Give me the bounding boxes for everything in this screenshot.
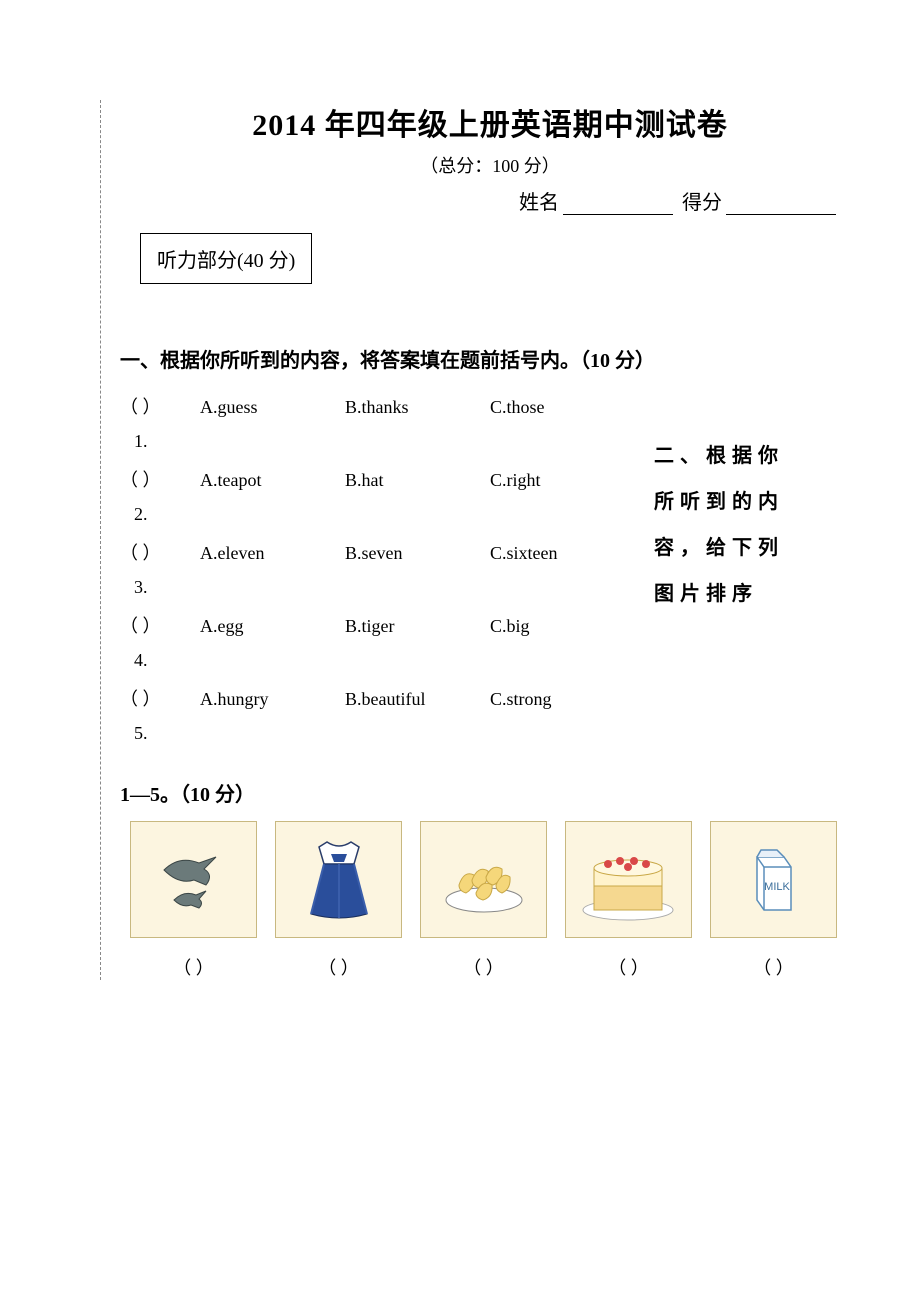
question-number: 5.	[134, 723, 640, 744]
answer-paren: （ ）	[565, 954, 692, 980]
score-label: 得分	[682, 192, 722, 214]
question-row: （ ） A.guess B.thanks C.those	[120, 393, 640, 419]
question-2-subheading: 1—5。（10 分）	[120, 778, 860, 807]
question-row: （ ） A.egg B.tiger C.big	[120, 612, 640, 638]
answer-paren: （ ）	[120, 612, 200, 638]
option-b: B.tiger	[345, 616, 490, 637]
question-table: （ ） A.guess B.thanks C.those 1. （ ） A.te…	[120, 393, 640, 758]
option-c: C.right	[490, 470, 635, 491]
page-title: 2014 年四年级上册英语期中测试卷	[120, 100, 860, 144]
option-b: B.thanks	[345, 397, 490, 418]
answer-paren: （ ）	[275, 954, 402, 980]
option-a: A.egg	[200, 616, 345, 637]
question-number: 1.	[134, 431, 640, 452]
name-label: 姓名	[519, 192, 559, 214]
answer-paren: （ ）	[710, 954, 837, 980]
dumplings-icon	[434, 835, 534, 925]
option-a: A.guess	[200, 397, 345, 418]
picture-box	[130, 821, 257, 938]
paren-row: （ ） （ ） （ ） （ ） （ ）	[130, 954, 860, 980]
question-number: 2.	[134, 504, 640, 525]
cake-icon	[576, 832, 681, 927]
score-blank	[726, 214, 836, 215]
option-a: A.hungry	[200, 689, 345, 710]
option-c: C.big	[490, 616, 635, 637]
question-1-heading: 一、根据你所听到的内容，将答案填在题前括号内。（10 分）	[120, 344, 860, 373]
option-b: B.hat	[345, 470, 490, 491]
bird-icon	[144, 835, 244, 925]
question-row: （ ） A.eleven B.seven C.sixteen	[120, 539, 640, 565]
picture-box	[420, 821, 547, 938]
question-2-side-text: 二、根据你所听到的内容，给下列图片排序	[654, 433, 794, 617]
answer-paren: （ ）	[130, 954, 257, 980]
question-row: （ ） A.hungry B.beautiful C.strong	[120, 685, 640, 711]
option-c: C.those	[490, 397, 635, 418]
picture-box	[275, 821, 402, 938]
answer-paren: （ ）	[120, 685, 200, 711]
answer-paren: （ ）	[120, 393, 200, 419]
picture-row: MILK	[130, 821, 860, 938]
option-b: B.seven	[345, 543, 490, 564]
answer-paren: （ ）	[420, 954, 547, 980]
page-subtitle: （总分：100 分）	[120, 152, 860, 178]
option-b: B.beautiful	[345, 689, 490, 710]
student-info-line: 姓名 得分	[120, 186, 860, 215]
answer-paren: （ ）	[120, 466, 200, 492]
name-blank	[563, 214, 673, 215]
answer-paren: （ ）	[120, 539, 200, 565]
listening-section-box: 听力部分(40 分)	[140, 233, 312, 284]
option-c: C.sixteen	[490, 543, 635, 564]
picture-box: MILK	[710, 821, 837, 938]
picture-box	[565, 821, 692, 938]
option-c: C.strong	[490, 689, 635, 710]
option-a: A.teapot	[200, 470, 345, 491]
svg-text:MILK: MILK	[764, 881, 790, 893]
question-number: 4.	[134, 650, 640, 671]
option-a: A.eleven	[200, 543, 345, 564]
milk-icon: MILK	[729, 832, 819, 927]
margin-line	[100, 100, 101, 980]
question-number: 3.	[134, 577, 640, 598]
question-row: （ ） A.teapot B.hat C.right	[120, 466, 640, 492]
dress-icon	[289, 832, 389, 927]
